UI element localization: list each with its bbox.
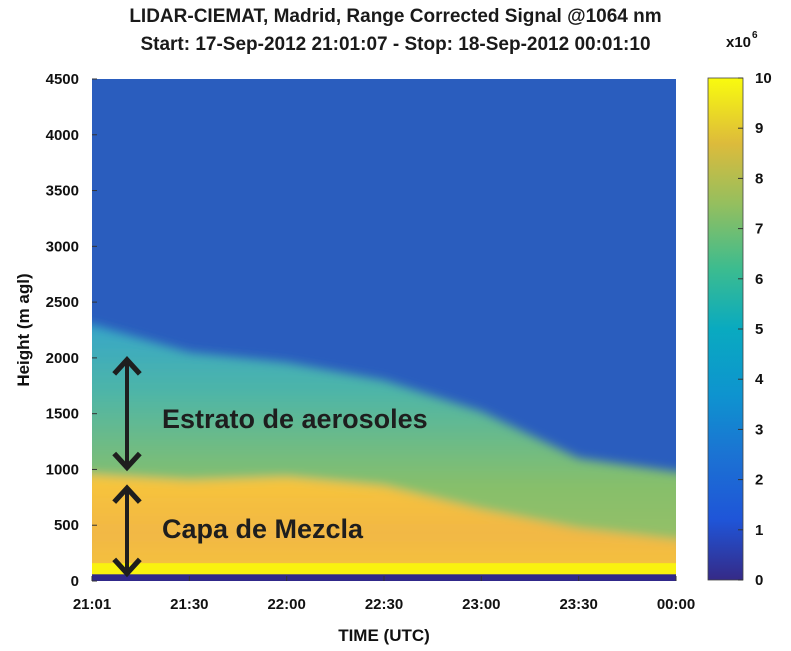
y-tick-label: 1000 <box>46 461 79 478</box>
colorbar-tick-label: 8 <box>755 170 763 187</box>
colorbar-tick-label: 6 <box>755 271 763 288</box>
mixing-layer-region <box>92 475 676 581</box>
x-tick-label: 22:00 <box>267 596 305 613</box>
y-tick-label: 3500 <box>46 183 79 200</box>
x-tick-label: 23:30 <box>559 596 597 613</box>
colorbar-tick-label: 5 <box>755 321 763 338</box>
chart-subtitle: Start: 17-Sep-2012 21:01:07 - Stop: 18-S… <box>140 34 651 55</box>
y-axis-label: Height (m agl) <box>14 273 33 386</box>
x-axis-ticks: 21:01 21:30 22:00 22:30 23:00 23:30 00:00 <box>73 576 695 613</box>
colorbar: 0 1 2 3 4 5 6 7 8 9 10 x10 6 <box>707 30 772 589</box>
y-tick-label: 500 <box>54 517 79 534</box>
colorbar-exponent-label: x10 <box>726 34 751 51</box>
x-axis-label: TIME (UTC) <box>338 626 430 645</box>
x-tick-label: 21:01 <box>73 596 111 613</box>
y-tick-label: 1500 <box>46 406 79 423</box>
colorbar-tick-label: 0 <box>755 572 763 589</box>
x-tick-label: 00:00 <box>657 596 695 613</box>
colorbar-tick-label: 7 <box>755 221 763 238</box>
colorbar-tick-label: 1 <box>755 522 763 539</box>
plot-area <box>92 79 676 581</box>
y-tick-label: 4500 <box>46 71 79 88</box>
aerosol-stratum-label: Estrato de aerosoles <box>162 404 428 434</box>
y-tick-label: 0 <box>71 573 79 590</box>
annotations: Estrato de aerosoles Capa de Mezcla <box>112 356 428 578</box>
colorbar-tick-label: 10 <box>755 70 772 87</box>
x-tick-label: 21:30 <box>170 596 208 613</box>
x-tick-label: 22:30 <box>365 596 403 613</box>
x-tick-label: 23:00 <box>462 596 500 613</box>
y-tick-label: 2000 <box>46 350 79 367</box>
colorbar-exponent: 6 <box>752 30 758 41</box>
y-tick-label: 2500 <box>46 294 79 311</box>
colorbar-ticks: 0 1 2 3 4 5 6 7 8 9 10 <box>738 70 772 589</box>
colorbar-tick-label: 3 <box>755 421 763 438</box>
mixing-layer-label: Capa de Mezcla <box>162 514 364 544</box>
colorbar-tick-label: 2 <box>755 472 763 489</box>
colorbar-gradient <box>707 77 744 581</box>
y-axis-ticks: 0 500 1000 1500 2000 2500 3000 3500 4000 4500 <box>46 71 97 590</box>
y-tick-label: 3000 <box>46 238 79 255</box>
colorbar-tick-label: 4 <box>755 371 764 388</box>
chart-title: LIDAR-CIEMAT, Madrid, Range Corrected Si… <box>129 6 662 27</box>
colorbar-tick-label: 9 <box>755 120 763 137</box>
y-tick-label: 4000 <box>46 127 79 144</box>
